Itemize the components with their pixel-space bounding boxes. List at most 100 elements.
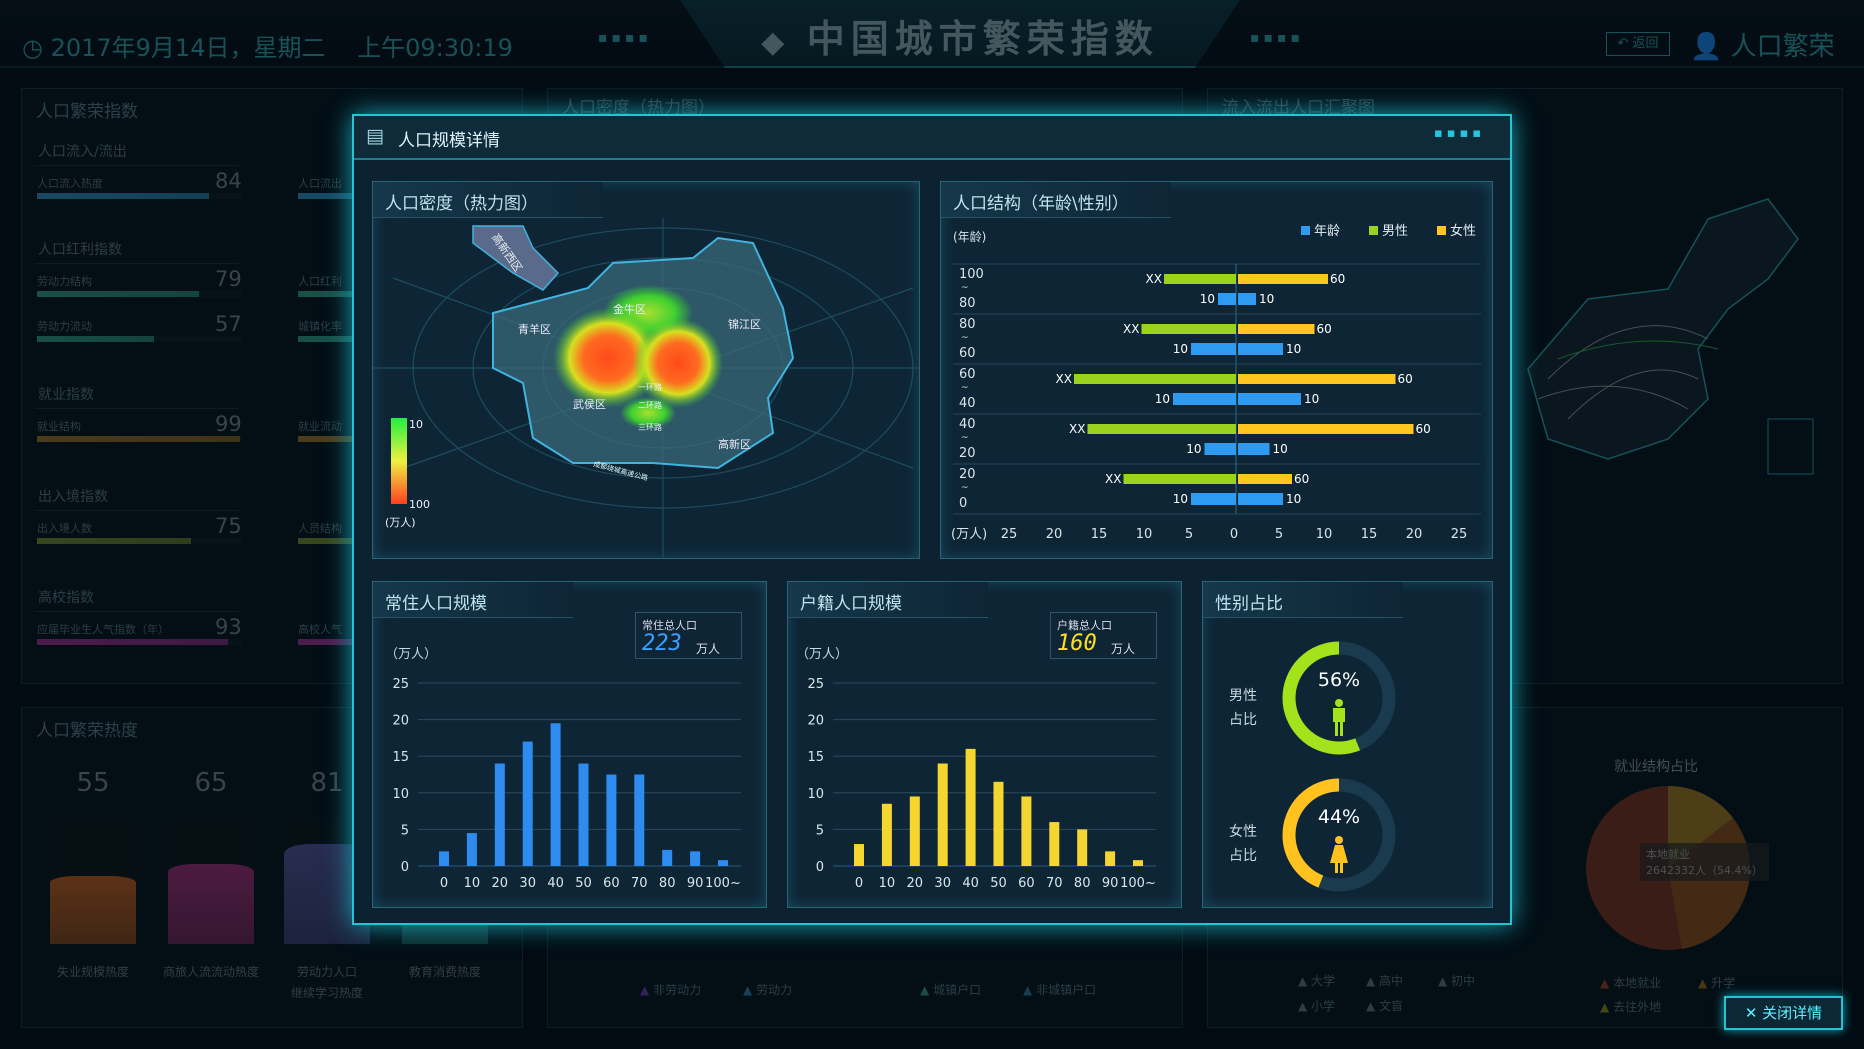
panel-tab [941, 182, 1171, 218]
panel-title: 人口密度（热力图） [562, 98, 715, 118]
male-bar [1074, 374, 1236, 384]
bar [662, 849, 673, 866]
index-bar-fill [37, 436, 240, 442]
male-figure-icon [1333, 699, 1345, 736]
age-tilde: ~ [961, 483, 969, 493]
body [1330, 845, 1348, 873]
report-icon: ▤ [366, 125, 384, 147]
heat-label: 教育消费热度 [408, 965, 481, 979]
bar [439, 851, 449, 866]
x-tick-label: 100~ [1120, 876, 1156, 891]
heat-blob [620, 397, 676, 429]
female-percent: 44% [1318, 806, 1360, 828]
index-bar-fill [37, 336, 154, 342]
resident-bar-chart: 0 5 10 15 20 25 0 10 20 30 40 50 60 70 80 90 100~ [392, 677, 741, 891]
age-bar-label: 10 [1173, 492, 1188, 506]
modal-header: ▤ 人口规模详情 ▪▪▪▪ [354, 116, 1510, 160]
heat-label: 失业规模热度 [56, 965, 129, 979]
age-tilde: ~ [961, 433, 969, 443]
female-bar [1238, 424, 1414, 434]
index-bar-fill [37, 538, 191, 544]
bar [909, 796, 920, 866]
index-label: 劳动力结构 [37, 275, 92, 288]
y-tick-label: 25 [392, 677, 409, 692]
male-bar-label: XX [1056, 372, 1072, 386]
legend-urban: ▲ 城镇户口 [920, 983, 982, 997]
female-bar-label: 60 [1330, 272, 1345, 286]
dashboard-title: ◆ 中国城市繁荣指数 [680, 8, 1240, 63]
female-bar-label: 60 [1317, 322, 1332, 336]
index-label: 人口红利 [298, 275, 342, 288]
legend-primary: ▲ 小学 [1298, 999, 1336, 1013]
close-details-button[interactable]: ✕ 关闭详情 [1724, 996, 1843, 1030]
decor-dots: ▪▪▪▪ [1434, 126, 1486, 141]
x-tick-label: 20 [907, 876, 924, 891]
x-tick-label: 15 [1091, 527, 1108, 542]
bar [550, 723, 561, 866]
y-tick-label: 0 [816, 860, 824, 875]
pie-title: 就业结构占比 [1614, 759, 1698, 775]
total-box: 户籍总人口 160 万人 [1050, 612, 1157, 659]
index-label: 高校人气 [298, 623, 342, 636]
unit-label: （万人） [796, 647, 849, 662]
age-label: 60 [959, 367, 976, 382]
total-unit: 万人 [696, 642, 721, 656]
hukou-population-panel: 户籍人口规模 （万人） 户籍总人口 160 万人 0 5 10 15 20 25 0 10 20… [787, 581, 1182, 908]
x-tick-label: 10 [1316, 527, 1333, 542]
back-button[interactable]: ↶ 返回 [1606, 32, 1670, 56]
age-bar-label: 10 [1304, 392, 1319, 406]
male-donut-arc [1282, 641, 1396, 755]
age-label: 20 [959, 446, 976, 461]
x-tick-label: 15 [1361, 527, 1378, 542]
x-tick-label: 30 [519, 876, 536, 891]
index-bar-fill [37, 291, 199, 297]
district-label: 青羊区 [518, 322, 551, 336]
x-tick-label: 60 [1018, 876, 1035, 891]
index-label: 人口流入热度 [37, 177, 103, 190]
legend-label: 男性 [1382, 224, 1408, 239]
age-tilde: ~ [961, 333, 969, 343]
y-tick-label: 20 [392, 714, 409, 729]
x-tick-label: 80 [659, 876, 676, 891]
dashboard-title-text: 中国城市繁荣指数 [806, 17, 1159, 61]
tooltip-value: 2642332人（54.4%） [1646, 864, 1763, 877]
x-tick-label: 25 [1001, 527, 1018, 542]
resident-population-panel: 常住人口规模 （万人） 常住总人口 223 万人 0 5 10 15 20 25 0 10 20… [372, 581, 767, 908]
total-label: 常住总人口 [642, 619, 697, 632]
x-tick-label: 20 [1046, 527, 1063, 542]
age-tilde: ~ [961, 283, 969, 293]
x-tick-label: 70 [631, 876, 648, 891]
heat-label: 继续学习热度 [290, 986, 363, 1000]
hukou-bar-chart: 0 5 10 15 20 25 0 10 20 30 40 50 60 70 80 90 100~ [807, 677, 1156, 891]
x-tick-label: 10 [464, 876, 481, 891]
index-label: 就业结构 [37, 420, 81, 433]
panel-title: 性别占比 [1215, 594, 1283, 614]
age-bar-right [1238, 343, 1283, 355]
y-axis-unit: (年龄) [953, 230, 986, 244]
bar [718, 860, 728, 866]
age-bar-right [1238, 393, 1301, 405]
y-tick-label: 15 [807, 750, 824, 765]
x-tick-label: 0 [855, 876, 863, 891]
y-tick-label: 5 [816, 823, 824, 838]
y-tick-label: 10 [392, 787, 409, 802]
heat-wave-fill [168, 864, 254, 944]
heatmap-map[interactable]: 高新西区 金牛区 青羊区 锦江区 武侯区 高新区 一环路 二环路 三环路 成都绕… [373, 218, 919, 558]
back-icon: ↶ [1617, 36, 1633, 51]
age-bar-label: 10 [1273, 442, 1288, 456]
age-bar-left [1204, 443, 1236, 455]
population-structure-panel: 人口结构（年龄\性别） (年龄) 年龄 男性 女性 100 ~80 XX 60 10 10 80 ~6… [940, 181, 1493, 559]
legend-unit: (万人) [385, 516, 416, 529]
x-tick-label: 90 [1102, 876, 1119, 891]
age-bar-label: 10 [1286, 492, 1301, 506]
user-menu[interactable]: 👤 人口繁荣 [1690, 26, 1835, 63]
age-bar-right [1238, 443, 1270, 455]
bar [690, 851, 701, 866]
district-label: 金牛区 [613, 302, 646, 316]
district-label: 武侯区 [573, 397, 606, 411]
bar [965, 748, 976, 866]
y-tick-label: 0 [401, 860, 409, 875]
heat-blob [553, 308, 663, 408]
head [1335, 699, 1343, 707]
